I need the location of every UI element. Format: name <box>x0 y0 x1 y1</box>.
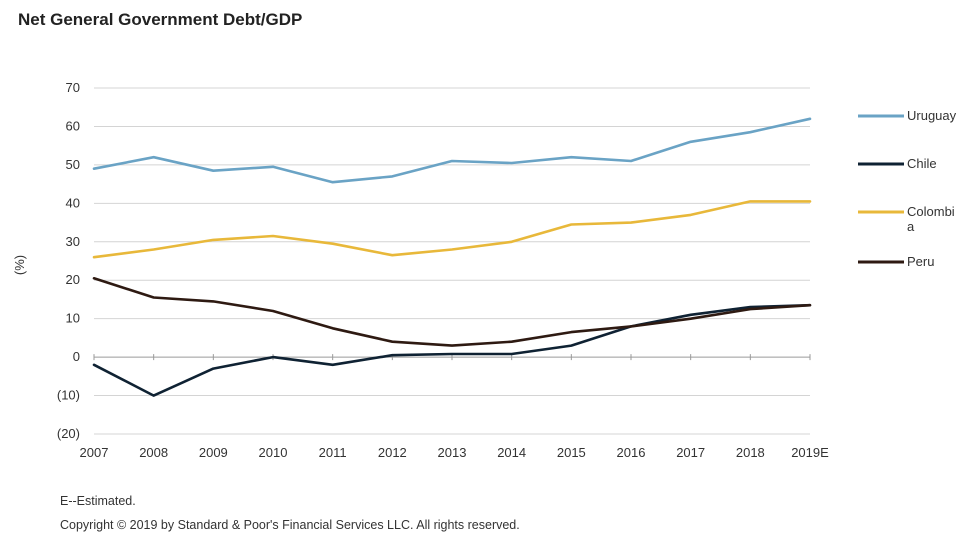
footnote-copyright: Copyright © 2019 by Standard & Poor's Fi… <box>60 518 520 532</box>
x-tick-label: 2016 <box>617 445 646 460</box>
series-line-colombia <box>92 200 812 259</box>
x-tick-label: 2014 <box>497 445 526 460</box>
y-tick-label: 0 <box>73 349 80 364</box>
y-tick-label: (20) <box>57 426 80 441</box>
x-tick-label: 2018 <box>736 445 765 460</box>
x-tick-label: 2017 <box>676 445 705 460</box>
y-axis-label: (%) <box>12 255 27 275</box>
legend-label-uruguay: Uruguay <box>907 108 957 123</box>
legend-label-peru: Peru <box>907 254 934 269</box>
y-tick-label: 20 <box>66 272 80 287</box>
y-tick-label: (10) <box>57 388 80 403</box>
y-tick-label: 60 <box>66 118 80 133</box>
series-line-uruguay <box>92 117 812 184</box>
legend-label-chile: Chile <box>907 156 937 171</box>
x-tick-label: 2007 <box>80 445 109 460</box>
x-tick-label: 2009 <box>199 445 228 460</box>
series-line-peru <box>92 276 812 347</box>
x-tick-label: 2012 <box>378 445 407 460</box>
y-tick-label: 70 <box>66 80 80 95</box>
chart-title: Net General Government Debt/GDP <box>18 10 303 29</box>
y-tick-label: 10 <box>66 311 80 326</box>
y-tick-label: 40 <box>66 195 80 210</box>
x-tick-label: 2008 <box>139 445 168 460</box>
x-tick-label: 2011 <box>319 445 347 460</box>
y-axis-ticks: (20) (10) 0 10 20 30 40 50 60 70 <box>57 80 80 441</box>
legend-label-colombia: Colombi a <box>907 204 955 234</box>
footnote-estimated: E--Estimated. <box>60 494 136 508</box>
x-tick-label: 2019E <box>791 445 829 460</box>
y-tick-label: 30 <box>66 234 80 249</box>
x-axis-ticks: 2007 2008 2009 2010 2011 2012 2013 2014 2015 2016… <box>80 354 829 460</box>
x-tick-label: 2010 <box>259 445 288 460</box>
series-lines <box>92 117 812 397</box>
series-line-chile <box>92 303 812 397</box>
x-tick-label: 2015 <box>557 445 586 460</box>
y-tick-label: 50 <box>66 157 80 172</box>
legend: Uruguay Chile Colombi a Peru <box>858 108 957 269</box>
x-tick-label: 2013 <box>438 445 467 460</box>
